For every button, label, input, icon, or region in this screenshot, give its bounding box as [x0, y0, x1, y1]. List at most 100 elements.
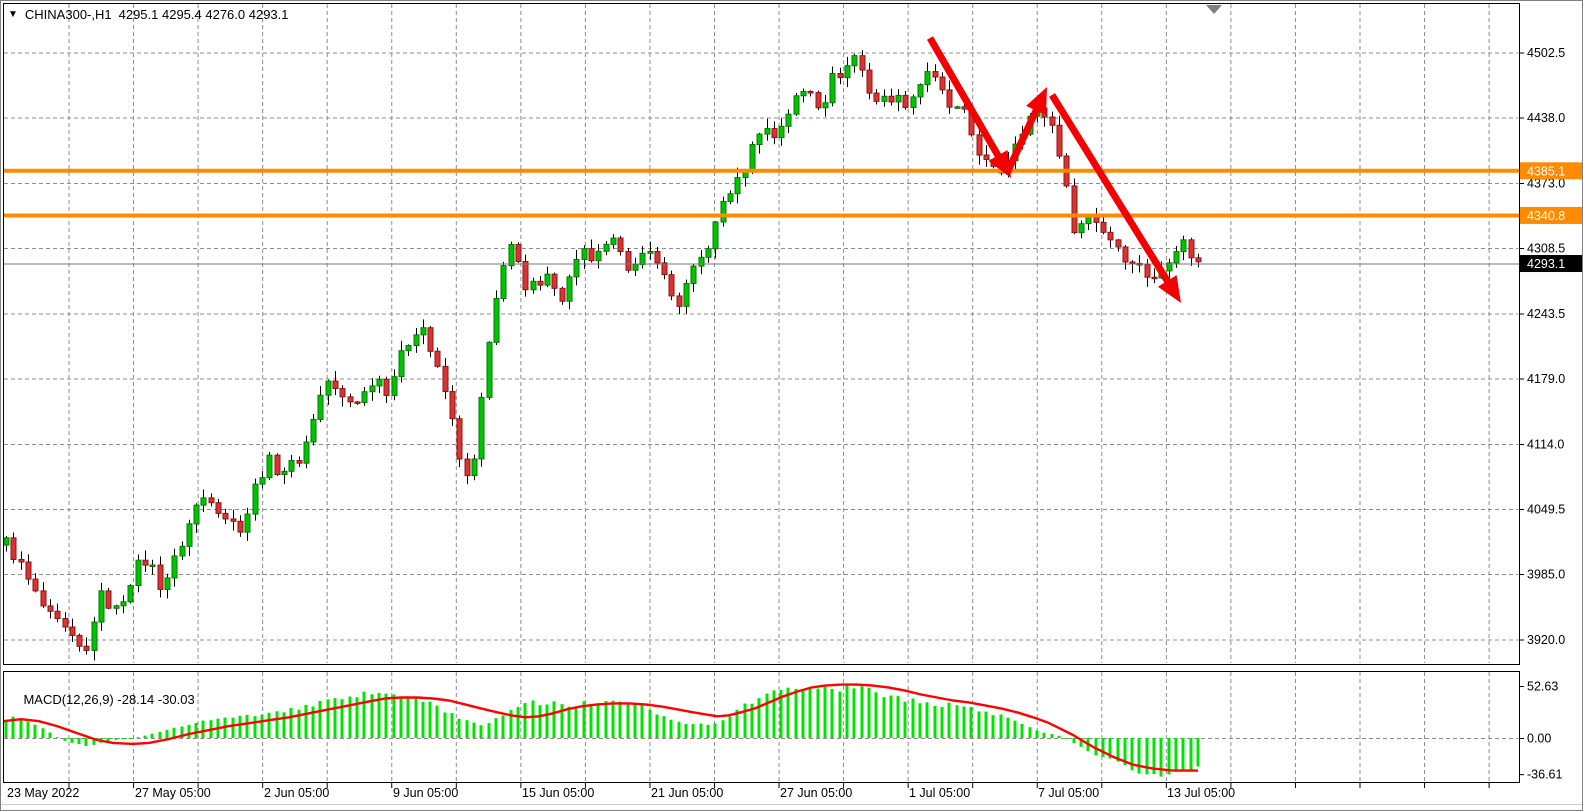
candle-down [32, 578, 39, 592]
candle-up [603, 243, 610, 252]
macd-bar [984, 711, 988, 738]
macd-bar [1057, 735, 1061, 738]
candle-down [69, 626, 76, 636]
candle-up [749, 144, 756, 172]
trend-arrows[interactable] [926, 36, 1181, 303]
candle-up [3, 537, 10, 546]
level-price-tag: 4340.8 [1527, 209, 1565, 223]
macd-bar [245, 714, 249, 738]
macd-bar [333, 698, 337, 738]
candle-down [654, 251, 661, 264]
horizontal-level-lines[interactable] [3, 168, 1519, 218]
red-arrow-2[interactable] [1003, 87, 1047, 175]
macd-bar [560, 704, 564, 738]
candle-down [296, 460, 303, 464]
candle-up [310, 418, 317, 443]
time-axis-label: 15 Jun 05:00 [522, 786, 594, 800]
macd-bar [903, 701, 907, 738]
candle-down [873, 92, 880, 102]
macd-bar [933, 705, 937, 738]
red-arrow-1[interactable] [926, 36, 1011, 178]
candle-down [76, 634, 83, 647]
candle-up [391, 376, 398, 396]
macd-bar [77, 738, 81, 745]
macd-bar [1006, 717, 1010, 738]
macd-bar [501, 715, 505, 738]
candle-down [383, 378, 390, 396]
candle-down [1144, 264, 1151, 278]
macd-axis-label: 52.63 [1527, 680, 1558, 694]
candle-up [756, 133, 763, 146]
candle-up [179, 545, 186, 557]
candle-down [551, 273, 558, 289]
macd-bar [860, 686, 864, 738]
macd-bar [1042, 732, 1046, 738]
macd-bar [326, 699, 330, 738]
macd-bar [494, 718, 498, 738]
macd-bar [26, 721, 30, 738]
candle-down [815, 92, 822, 109]
macd-bar [743, 703, 747, 738]
price-axis-label: 3920.0 [1527, 633, 1565, 647]
price-axis-label: 4114.0 [1527, 438, 1564, 452]
macd-bar [165, 730, 169, 738]
candle-down [1056, 124, 1063, 157]
candle-down [1122, 246, 1129, 263]
macd-bar [48, 732, 52, 738]
macd-bar [282, 712, 286, 738]
macd-bar [786, 687, 790, 738]
candle-up [98, 590, 105, 623]
chart-shift-triangle-icon[interactable] [1206, 5, 1222, 14]
candle-down [1107, 231, 1114, 241]
candle-down [339, 387, 346, 398]
macd-bar [55, 737, 59, 739]
red-arrow-3[interactable] [1049, 93, 1181, 303]
candle-up [508, 244, 515, 267]
macd-bar [340, 699, 344, 738]
candle-up [135, 559, 142, 587]
candle-up [193, 504, 200, 525]
candle-up [800, 90, 807, 97]
candle-up [881, 95, 888, 102]
macd-bar [238, 715, 242, 738]
macd-bar [260, 714, 264, 738]
macd-bar [355, 697, 359, 738]
candle-up [924, 71, 931, 86]
candle-down [105, 590, 112, 609]
symbol-dropdown-icon[interactable]: ▼ [8, 8, 18, 20]
candle-up [288, 460, 295, 472]
candle-up [171, 555, 178, 579]
candle-up [712, 221, 719, 250]
candle-up [361, 391, 368, 404]
symbol-label[interactable]: ▼ CHINA300-,H1 4295.1 4295.4 4276.0 4293.1 [8, 7, 289, 22]
macd-bar [172, 727, 176, 738]
macd-values: -28.14 -30.03 [117, 692, 195, 707]
macd-bar [677, 721, 681, 738]
candle-down [434, 350, 441, 367]
price-axis: 4502.5 4438.0 4373.0 4308.5 4243.5 4179.0 4114… [1519, 46, 1582, 647]
macd-bar [962, 706, 966, 738]
macd-bar [706, 724, 710, 738]
candle-up [778, 125, 785, 139]
ohlc-values-text: 4295.1 4295.4 4276.0 4293.1 [118, 7, 289, 22]
candle-down [976, 134, 983, 156]
candle-up [281, 470, 288, 476]
macd-bar [1064, 738, 1068, 739]
macd-bar [92, 738, 96, 745]
macd-bar [289, 707, 293, 738]
time-axis-label: 23 May 2022 [7, 786, 79, 800]
macd-bar [318, 701, 322, 738]
price-axis-label: 4179.0 [1527, 372, 1565, 386]
macd-bar [552, 701, 556, 738]
price-axis-label: 4308.5 [1527, 241, 1565, 255]
macd-bar [1152, 738, 1156, 775]
macd-axis-label: -36.61 [1527, 768, 1562, 782]
macd-axis-label: 0.00 [1527, 732, 1551, 746]
macd-bar [531, 700, 535, 738]
candle-up [420, 327, 427, 336]
candle-up [683, 283, 690, 307]
macd-bar [947, 702, 951, 738]
candle-up [186, 523, 193, 547]
candle-down [668, 274, 675, 297]
